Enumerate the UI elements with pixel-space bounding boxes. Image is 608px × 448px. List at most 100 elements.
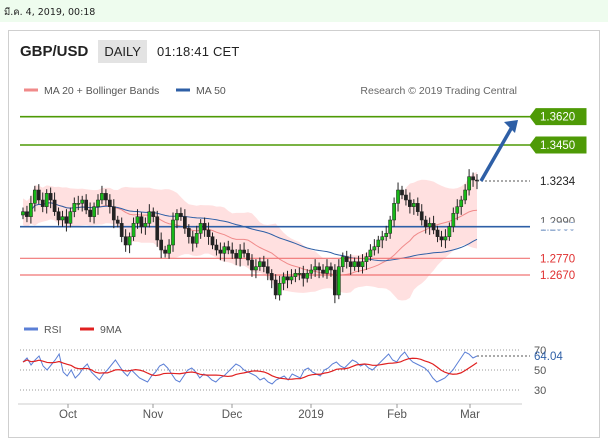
- candle-body: [119, 223, 124, 237]
- candle-body: [364, 256, 369, 262]
- x-tick-label: 2019: [298, 409, 324, 421]
- candle-body: [21, 211, 25, 216]
- hidden-level-mask: [534, 222, 590, 230]
- candle-body: [427, 223, 432, 227]
- candle-body: [455, 206, 460, 214]
- credit-label: Research © 2019 Trading Central: [360, 85, 517, 97]
- candle-body: [206, 229, 211, 237]
- candle-body: [356, 261, 361, 267]
- candle-body: [443, 236, 448, 241]
- candle-body: [423, 219, 428, 227]
- candle-body: [147, 211, 152, 224]
- candle-body: [447, 226, 452, 237]
- candle-body: [84, 199, 89, 211]
- candle-body: [108, 199, 112, 207]
- candle-body: [411, 203, 416, 207]
- candle-body: [44, 193, 49, 207]
- x-tick-label: Mar: [460, 409, 480, 421]
- candle-body: [372, 246, 377, 251]
- candle-body: [265, 266, 270, 274]
- candle-body: [234, 253, 239, 259]
- rsi-last-label: 64.04: [534, 351, 563, 363]
- legend-label: MA 20 + Bollinger Bands: [44, 85, 159, 97]
- rsi-tick-label: 50: [534, 365, 546, 377]
- candle-body: [340, 256, 345, 267]
- candle-body: [289, 276, 294, 281]
- candle-body: [29, 203, 33, 217]
- candle-body: [214, 244, 219, 251]
- candle-body: [179, 213, 183, 217]
- candle-body: [143, 223, 148, 227]
- legend-label: MA 50: [196, 85, 226, 97]
- candle-body: [273, 279, 278, 296]
- forecast-arrow-head: [504, 120, 518, 133]
- candle-body: [131, 223, 136, 237]
- candle-body: [305, 273, 310, 279]
- candle-body: [32, 189, 37, 204]
- candle-body: [297, 273, 302, 275]
- candle-body: [111, 206, 116, 221]
- candle-body: [301, 273, 306, 279]
- candle-body: [309, 269, 314, 274]
- level-tag: [529, 108, 587, 126]
- candle-body: [218, 249, 223, 254]
- last-price-tag: [530, 173, 586, 189]
- level-tag: [530, 250, 586, 267]
- candle-body: [325, 266, 329, 274]
- candle-body: [352, 261, 357, 267]
- candle-body: [360, 261, 365, 267]
- candle-body: [202, 223, 207, 231]
- rsi-legend-label: RSI: [44, 324, 62, 336]
- candle-body: [60, 216, 65, 221]
- level-label: 1.2670: [540, 270, 575, 282]
- symbol-label: GBP/USD: [20, 42, 89, 60]
- candle-body: [159, 239, 164, 251]
- candle-body: [25, 211, 29, 217]
- level-tag: [529, 136, 587, 154]
- candle-body: [329, 266, 333, 271]
- candle-body: [400, 189, 404, 196]
- timestamp-text: มี.ค. 4, 2019, 00:18: [4, 7, 96, 18]
- x-tick-label: Feb: [387, 409, 407, 421]
- level-label: 1.2770: [540, 253, 575, 265]
- candle-body: [392, 203, 396, 221]
- chart-header: GBP/USD DAILY 01:18:41 CET: [20, 38, 240, 64]
- level-label: 1.3450: [540, 140, 575, 152]
- level-label: 1.3620: [540, 112, 575, 124]
- candle-body: [186, 228, 191, 237]
- level-tag: [530, 267, 586, 283]
- candle-body: [76, 203, 81, 205]
- candle-body: [198, 223, 203, 234]
- candle-body: [36, 189, 41, 201]
- candle-body: [408, 199, 412, 207]
- candle-body: [88, 209, 92, 217]
- candle-body: [431, 223, 436, 231]
- candle-body: [261, 261, 266, 267]
- candle-body: [317, 266, 321, 271]
- candle-body: [139, 216, 144, 227]
- candle-body: [376, 239, 381, 247]
- candle-body: [127, 236, 132, 246]
- rsi-line: [22, 351, 478, 385]
- rsi-tick-label: 30: [534, 385, 546, 397]
- candle-body: [285, 276, 290, 281]
- rsi-tick-label: 70: [534, 345, 546, 357]
- candle-body: [254, 266, 258, 271]
- candle-body: [277, 283, 282, 296]
- candle-body: [404, 194, 408, 201]
- candle-body: [72, 203, 77, 212]
- x-tick-label: Oct: [59, 409, 78, 421]
- timestamp-bar: มี.ค. 4, 2019, 00:18: [0, 0, 608, 22]
- candle-body: [226, 246, 231, 251]
- candle-body: [190, 236, 195, 244]
- candle-body: [183, 216, 187, 229]
- candle-body: [194, 233, 199, 244]
- forecast-arrow-shaft: [479, 126, 514, 182]
- candle-body: [313, 266, 317, 271]
- candle-body: [175, 213, 179, 221]
- timeframe-badge[interactable]: DAILY: [98, 39, 147, 63]
- candle-body: [155, 216, 160, 241]
- candle-body: [467, 176, 471, 191]
- candle-body: [100, 193, 104, 201]
- candle-body: [269, 273, 274, 281]
